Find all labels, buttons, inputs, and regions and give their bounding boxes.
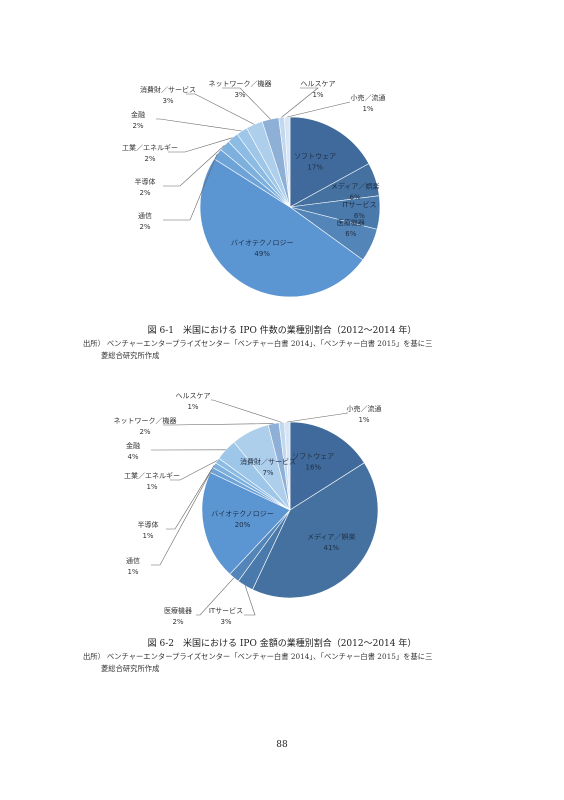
slice-label-value: 3%: [234, 91, 245, 99]
slice-label-value: 2%: [132, 122, 143, 130]
figure-source-6-1: 出所） ベンチャーエンタープライズセンター「ベンチャー白書 2014」、「ベンチャ…: [83, 338, 493, 362]
source-text-line2: 菱総合研究所作成: [101, 664, 160, 673]
leader-line: [166, 465, 215, 530]
leader-line: [163, 423, 274, 426]
slice-label-value: 41%: [324, 544, 340, 552]
slice-label-name: 医療機器: [337, 218, 365, 227]
slice-label-name: 小売／流通: [347, 404, 382, 413]
pie-slice: [289, 421, 365, 511]
source-text-line1: ベンチャーエンタープライズセンター「ベンチャー白書 2014」、「ベンチャー白書…: [106, 652, 433, 661]
slice-label-value: 1%: [127, 568, 138, 576]
slice-label-value: 6%: [345, 230, 356, 238]
slice-label-value: 2%: [139, 428, 150, 436]
figure-caption-6-2: 図 6-2 米国における IPO 金額の業種別割合（2012～2014 年）: [147, 639, 417, 649]
slice-label-value: 3%: [220, 618, 231, 626]
leader-line: [244, 585, 256, 616]
slice-label-value: 1%: [146, 483, 157, 491]
leader-line: [163, 145, 225, 187]
leader-line: [196, 577, 235, 616]
slice-label-name: 通信: [126, 556, 140, 565]
slice-label-value: 1%: [312, 91, 323, 99]
source-text-line2: 菱総合研究所作成: [101, 351, 160, 360]
slice-label-name: バイオテクノロジー: [231, 239, 294, 247]
leader-line: [151, 469, 212, 566]
slice-label-value: 49%: [254, 250, 270, 258]
slice-label-value: 4%: [127, 453, 138, 461]
slice-label-name: ITサービス: [342, 200, 376, 209]
slice-label-value: 6%: [354, 212, 365, 220]
source-prefix: 出所）: [83, 652, 105, 661]
slice-label-name: 医療機器: [164, 606, 192, 615]
leader-line: [163, 153, 218, 221]
leader-line: [168, 137, 233, 153]
slice-label-value: 16%: [306, 464, 322, 472]
pie-slice: [284, 116, 291, 208]
pie-chart-ipo-amount: ソフトウェア 16% メディア／娯楽 41% ITサービス 3% 医療機器 2% バイオテクノロ…: [114, 392, 382, 626]
source-text-line1: ベンチャーエンタープライズセンター「ベンチャー白書 2014」、「ベンチャー白書…: [106, 339, 433, 348]
slice-label-name: ヘルスケア: [176, 392, 211, 400]
slice-label-name: ネットワーク／機器: [209, 79, 272, 88]
slice-label-name: 通信: [138, 211, 152, 220]
slice-label-name: 消費財／サービス: [140, 85, 196, 94]
pie-slice: [252, 462, 379, 599]
leader-line: [156, 118, 242, 132]
leader-line: [186, 93, 255, 125]
leader-line: [281, 87, 319, 118]
figure-source-6-2: 出所） ベンチャーエンタープライズセンター「ベンチャー白書 2014」、「ベンチャ…: [83, 651, 493, 675]
slice-label-value: 2%: [172, 618, 183, 626]
slice-label-value: 17%: [307, 163, 323, 171]
slice-label-name: 半導体: [138, 520, 159, 529]
leader-line: [287, 101, 351, 118]
slice-label-name: 金融: [126, 441, 140, 450]
slice-label-value: 20%: [235, 521, 251, 529]
slice-label-name: ネットワーク／機器: [114, 416, 177, 425]
source-prefix: 出所）: [83, 339, 105, 348]
slice-label-value: 2%: [144, 155, 155, 163]
leader-line: [287, 412, 349, 423]
slice-label-name: ヘルスケア: [301, 80, 336, 88]
figure-caption-6-1: 図 6-1 米国における IPO 件数の業種別割合（2012～2014 年）: [147, 326, 417, 336]
pie-slice: [289, 116, 370, 208]
slice-label-name: ソフトウェア: [294, 152, 336, 160]
slice-label-name: 半導体: [135, 177, 156, 186]
slice-label-name: メディア／娯楽: [307, 532, 356, 541]
slice-label-value: 1%: [142, 532, 153, 540]
slice-label-name: 工業／エネルギー: [122, 143, 178, 152]
slice-label-value: 3%: [162, 97, 173, 105]
slice-label-name: ソフトウェア: [292, 453, 334, 461]
slice-label-value: 6%: [350, 194, 361, 202]
leader-line: [222, 87, 271, 120]
slice-label-name: バイオテクノロジー: [211, 510, 274, 518]
pie-slice: [201, 472, 291, 575]
slice-label-name: メディア／娯楽: [331, 182, 380, 191]
slice-label-value: 7%: [262, 469, 273, 477]
leader-line: [170, 460, 218, 481]
slice-label-value: 1%: [187, 403, 198, 411]
slice-label-name: 金融: [131, 110, 145, 119]
pie-chart-ipo-count: ソフトウェア17%メディア／娯楽6%ITサービス6%医療機器6%バイオテクノロジ…: [122, 79, 386, 298]
leader-line: [211, 399, 282, 423]
slice-label-value: 1%: [358, 416, 369, 424]
slice-label-name: 消費財／サービス: [240, 457, 296, 466]
slice-label-name: 小売／流通: [351, 93, 386, 102]
slice-label-value: 1%: [362, 105, 373, 113]
slice-label-name: ITサービス: [209, 606, 243, 615]
slice-label-value: 2%: [139, 223, 150, 231]
slice-label-value: 2%: [139, 189, 150, 197]
page-number: 88: [276, 740, 288, 750]
slice-label-name: 工業／エネルギー: [124, 471, 180, 480]
